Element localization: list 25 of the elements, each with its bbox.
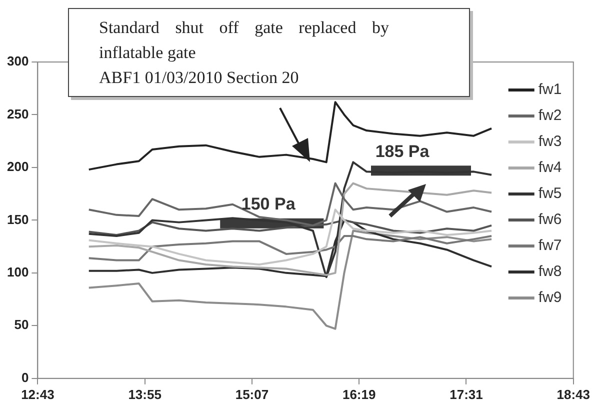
x-tick-label: 13:55 — [128, 386, 162, 402]
x-tick-label: 17:31 — [450, 386, 483, 402]
x-tick-label: 12:43 — [21, 386, 54, 402]
x-tick-label: 18:43 — [556, 386, 590, 402]
y-tick-label: 100 — [6, 264, 29, 280]
callout-box: Standard shut off gate replaced by inflatable gate ABF1 01/03/2010 Section 20 — [68, 8, 470, 97]
legend-label: fw1 — [538, 81, 562, 98]
annotation: 185 Pa — [375, 142, 430, 161]
legend-label: fw5 — [538, 185, 562, 202]
y-tick-label: 300 — [6, 54, 29, 69]
y-tick-label: 200 — [6, 159, 29, 174]
legend-label: fw4 — [538, 159, 562, 176]
y-tick-label: 0 — [21, 370, 29, 385]
legend-label: fw9 — [538, 289, 562, 306]
legend-label: fw7 — [538, 237, 562, 254]
y-tick-label: 250 — [6, 106, 29, 122]
y-tick-label: 150 — [6, 212, 29, 227]
x-tick-label: 16:19 — [342, 386, 376, 402]
legend-label: fw3 — [538, 133, 562, 150]
legend-label: fw8 — [538, 263, 562, 280]
legend-label: fw2 — [538, 107, 562, 124]
x-tick-label: 15:07 — [235, 386, 269, 402]
annotation: 150 Pa — [241, 194, 296, 214]
legend-label: fw6 — [538, 211, 562, 228]
y-tick-label: 50 — [14, 317, 29, 332]
